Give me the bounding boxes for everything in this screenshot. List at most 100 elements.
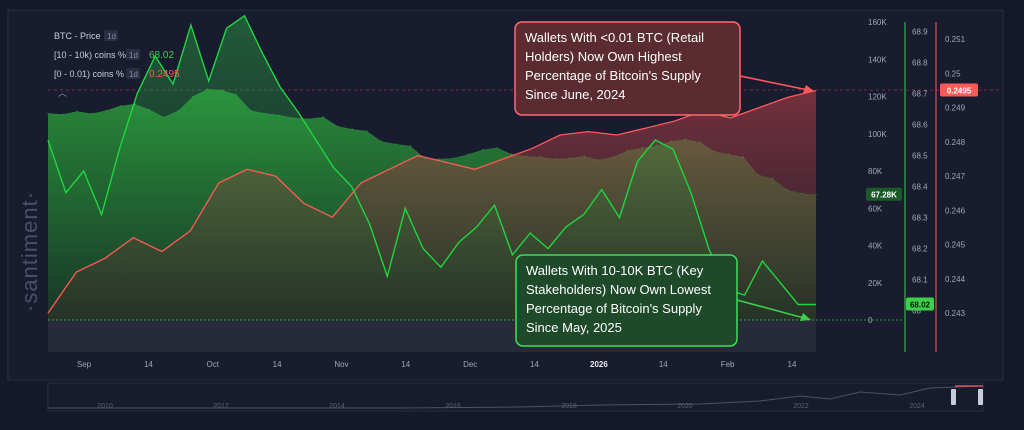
price-point [148, 108, 150, 111]
price-point [771, 177, 774, 180]
legend-item-retail[interactable]: [0 - 0.01) coins % 1d 0.2495 [54, 68, 180, 80]
legend-value-stake: 68.02 [149, 50, 174, 61]
navigator-handle-right[interactable] [978, 389, 983, 405]
y-price-tick-label: 80K [868, 167, 883, 176]
price-point [496, 147, 498, 149]
price-point [525, 155, 527, 157]
y-retail-tick-label: 0.244 [945, 275, 966, 284]
price-point [641, 147, 643, 149]
navigator-year-label: 2014 [329, 403, 345, 410]
y-retail-tick-label: 0.248 [945, 138, 966, 147]
price-point [264, 112, 266, 114]
x-tick-label: Sep [77, 360, 92, 369]
y-retail-tick-label: 0.251 [945, 35, 966, 44]
price-point [800, 192, 803, 194]
price-point [206, 88, 208, 90]
retail-line [47, 89, 817, 314]
price-point [235, 94, 237, 96]
legend-interval-badge [126, 49, 140, 60]
x-tick-label: 14 [788, 360, 797, 369]
navigator-year-label: 2022 [793, 403, 809, 410]
y-stake-tick-label: 68.8 [912, 58, 928, 67]
price-point [685, 138, 687, 140]
x-tick-label: Oct [206, 360, 219, 369]
y-retail-tick-label: 0.247 [945, 172, 966, 181]
price-point [699, 141, 701, 143]
price-point [554, 158, 556, 160]
annotation-retail-text: Wallets With <0.01 BTC (Retail Holders) … [525, 30, 705, 102]
price-point [76, 110, 78, 112]
legend-interval-price: 1d [107, 32, 116, 41]
price-point [134, 103, 136, 105]
legend-label-price: BTC - Price [54, 31, 101, 41]
x-tick-label: 14 [659, 360, 668, 369]
price-point [293, 117, 295, 119]
navigator-year-label: 2020 [677, 403, 693, 410]
price-point [409, 145, 411, 147]
price-point [815, 194, 817, 196]
y-stake-tick-label: 68.2 [912, 245, 928, 254]
navigator-handle-left[interactable] [951, 389, 956, 405]
price-point [453, 157, 455, 159]
price-point [177, 109, 179, 112]
watermark: ·santiment· [17, 191, 42, 312]
x-tick-label: Nov [334, 360, 348, 369]
price-point [424, 157, 426, 159]
y-price-tick-label: 20K [868, 279, 883, 288]
legend-label-retail: [0 - 0.01) coins % [54, 69, 124, 79]
price-point [467, 153, 469, 155]
y-stake-tick-label: 68.6 [912, 120, 928, 129]
x-tick-label: Feb [721, 360, 735, 369]
legend-value-retail: 0.2495 [149, 69, 180, 80]
price-point [670, 140, 672, 142]
annotation-retail-box [514, 21, 741, 116]
price-point [351, 128, 353, 130]
badge-price-bg [866, 187, 902, 201]
legend-item-price[interactable]: BTC - Price 1d [54, 30, 118, 41]
price-point [656, 145, 658, 147]
price-point [540, 156, 542, 158]
price-point [569, 157, 571, 159]
annotation-stake: Wallets With 10-10K BTC (Key Stakeholder… [515, 254, 811, 347]
y-stake-tick-label: 68.4 [912, 183, 928, 192]
price-point [511, 153, 513, 155]
price-point [742, 156, 745, 158]
navigator-year-label: 2018 [561, 403, 577, 410]
price-point [322, 116, 324, 118]
x-tick-label: 14 [530, 360, 539, 369]
annotation-stake-arrow [736, 299, 805, 319]
price-point [90, 113, 93, 115]
y-price-tick-label: 120K [868, 93, 887, 102]
y-retail-tick-label: 0.245 [945, 241, 966, 250]
price-point [61, 113, 64, 115]
price-point [192, 95, 194, 98]
price-point [395, 143, 397, 145]
legend: BTC - Price 1d [10 - 10k) coins % 1d 68.… [54, 30, 180, 98]
price-point [308, 118, 310, 120]
annotation-stake-text: Wallets With 10-10K BTC (Key Stakeholder… [526, 263, 711, 335]
stake-area [48, 15, 816, 321]
y-retail-tick-label: 0.246 [945, 206, 966, 215]
badge-price: 67.28K [871, 191, 897, 200]
legend-item-stake[interactable]: [10 - 10k) coins % 1d 68.02 [54, 49, 174, 61]
y-price-tick-label: 160K [868, 18, 887, 27]
navigator-year-label: 2016 [445, 403, 461, 410]
navigator-year-label: 2010 [97, 403, 113, 410]
badge-retail: 0.2495 [947, 87, 972, 96]
y-stake-tick-label: 68.1 [912, 276, 928, 285]
price-point [786, 189, 788, 191]
price-point [279, 114, 281, 116]
price-point [337, 125, 339, 127]
annotation-retail-arrow [739, 75, 809, 91]
timeline-navigator[interactable]: 2010 2012 2014 2016 2018 2020 2022 2024 [47, 382, 984, 412]
y-price-tick-label: 140K [868, 55, 887, 64]
y-retail-tick-label: 0.25 [945, 69, 961, 78]
price-point [380, 140, 382, 142]
x-tick-label: Dec [463, 360, 477, 369]
collapse-chevron-icon[interactable]: ︿ [58, 88, 67, 98]
price-point [366, 130, 368, 132]
arrow-head-icon [803, 85, 814, 93]
y-stake-tick-label: 68.9 [912, 27, 928, 36]
badge-stake: 68.02 [910, 300, 931, 309]
